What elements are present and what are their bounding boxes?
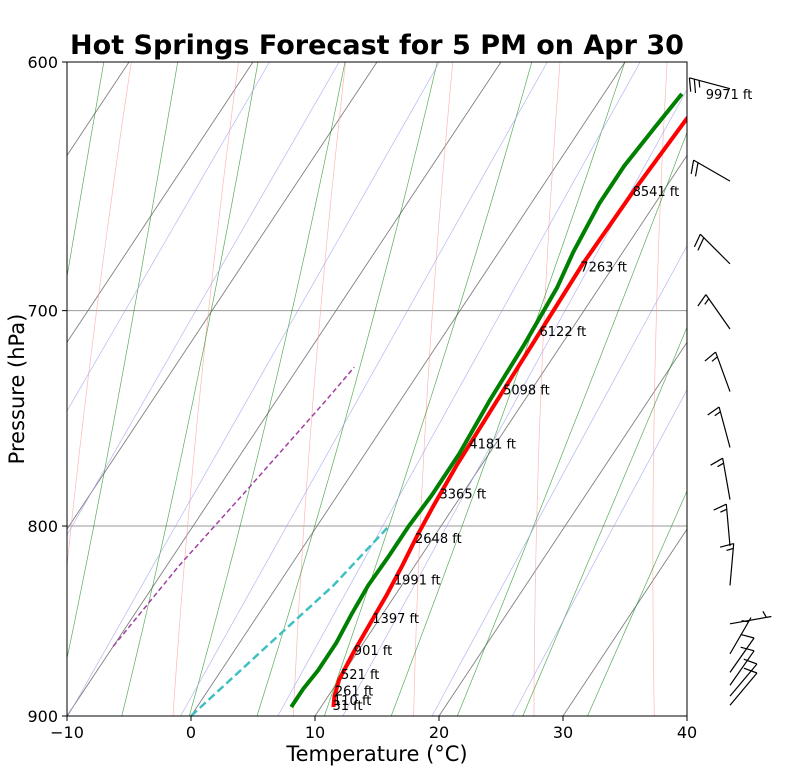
altitude-label: 8541 ft xyxy=(633,185,680,200)
wind-barb xyxy=(729,617,752,655)
parcel-dashed-cyan-profile xyxy=(190,525,390,716)
mixing-ratio-line xyxy=(431,245,687,716)
moist-adiabat-line xyxy=(324,62,533,716)
y-tick-label: 700 xyxy=(27,302,58,321)
dry-adiabat-line xyxy=(652,62,668,716)
dry-adiabat-line xyxy=(292,62,346,716)
altitude-label: 3365 ft xyxy=(440,487,487,502)
x-tick-label: 0 xyxy=(186,723,196,742)
altitude-label: 261 ft xyxy=(335,685,373,700)
y-axis-label: Pressure (hPa) xyxy=(5,314,29,465)
mixing-ratio-line xyxy=(67,62,270,412)
altitude-label: 521 ft xyxy=(341,668,379,683)
y-tick-label: 900 xyxy=(27,707,58,726)
moist-adiabat-line xyxy=(188,62,346,716)
altitude-label: 6122 ft xyxy=(540,325,587,340)
wind-barb xyxy=(729,646,755,686)
altitude-labels: 9971 ft 8541 ft 7263 ft 6122 ft 5098 ft 4181 … xyxy=(333,88,753,714)
altitude-label: 9971 ft xyxy=(706,88,753,103)
dry-adiabat-line xyxy=(768,62,774,716)
mixing-ratio-line xyxy=(277,62,641,716)
wind-barb xyxy=(693,233,731,265)
altitude-label: 5098 ft xyxy=(503,383,550,398)
wind-barb xyxy=(690,159,731,182)
altitude-label: 4181 ft xyxy=(469,437,516,452)
isotherm-line xyxy=(67,62,254,344)
wind-barb xyxy=(713,503,731,547)
y-axis-ticks: 600 700 800 900 xyxy=(27,53,67,726)
isotherm-line xyxy=(686,715,687,716)
y-tick-label: 800 xyxy=(27,517,58,536)
moist-adiabat-line xyxy=(456,131,687,716)
dewpoint-profile xyxy=(289,92,684,709)
x-tick-label: 10 xyxy=(305,723,325,742)
mixing-ratio-line xyxy=(67,62,340,536)
wind-barb xyxy=(729,667,758,706)
moist-adiabat-line xyxy=(522,326,687,716)
wind-barb xyxy=(707,406,731,448)
wind-barb xyxy=(704,351,731,392)
x-tick-label: −10 xyxy=(50,723,84,742)
altitude-label: 901 ft xyxy=(354,644,392,659)
dry-adiabat-line xyxy=(533,62,561,716)
moist-adiabat-line xyxy=(67,62,105,279)
mixing-ratio-line xyxy=(511,389,687,716)
moist-adiabat-line xyxy=(587,490,687,716)
altitude-label: 1991 ft xyxy=(394,574,441,589)
dry-adiabat-line xyxy=(67,62,132,570)
wind-barb xyxy=(719,543,735,586)
wind-barb xyxy=(688,77,731,94)
dry-adiabat-line xyxy=(172,62,239,716)
x-tick-label: 20 xyxy=(429,723,449,742)
wind-barb xyxy=(710,457,731,500)
mixing-ratio-line xyxy=(180,62,548,716)
x-tick-label: 40 xyxy=(677,723,697,742)
mixing-ratio-line xyxy=(67,62,440,716)
altitude-label: 110 ft xyxy=(333,694,371,709)
temperature-profile xyxy=(331,115,687,708)
plot-frame xyxy=(66,61,688,717)
profile-series xyxy=(112,92,687,716)
isotherm-line xyxy=(438,341,687,716)
x-tick-label: 30 xyxy=(553,723,573,742)
y-tick-label: 600 xyxy=(27,53,58,72)
x-axis-ticks: −10 0 10 20 30 40 xyxy=(50,716,697,742)
parcel-dashed-purple-profile xyxy=(112,366,355,647)
altitude-label: 2648 ft xyxy=(415,532,462,547)
moist-adiabat-line xyxy=(67,62,179,661)
moist-adiabat-line xyxy=(390,62,626,716)
altitude-label: 31 ft xyxy=(333,699,363,714)
moist-adiabat-line xyxy=(121,62,259,716)
dry-adiabat-line xyxy=(413,62,454,716)
mixing-ratio-line xyxy=(342,88,687,716)
isotherm-line xyxy=(67,62,378,530)
wind-barbs xyxy=(688,77,772,706)
altitude-label: 1397 ft xyxy=(372,612,419,627)
isotherm-line xyxy=(314,154,687,716)
wind-barb xyxy=(697,294,731,330)
grid-lines xyxy=(67,62,774,716)
x-axis-label: Temperature (°C) xyxy=(285,742,467,766)
isotherm-line xyxy=(67,62,502,716)
chart-title: Hot Springs Forecast for 5 PM on Apr 30 xyxy=(70,30,684,61)
wind-barb xyxy=(729,633,755,673)
wind-barb xyxy=(729,611,772,625)
wind-barb xyxy=(729,658,758,697)
altitude-label: 7263 ft xyxy=(580,260,627,275)
